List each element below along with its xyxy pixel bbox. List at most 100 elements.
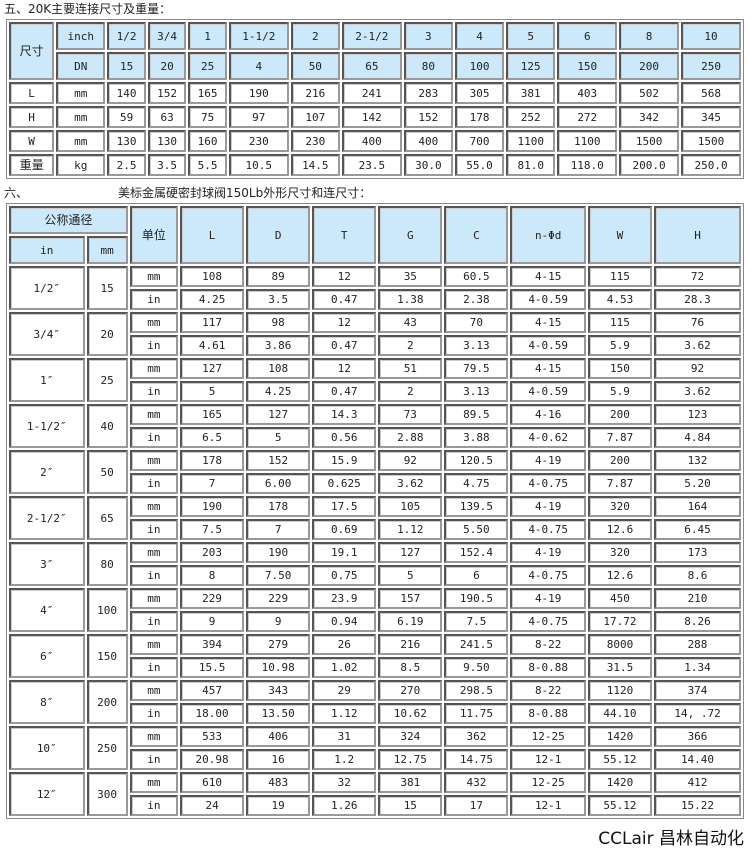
table-cell: 10.5 [228, 154, 289, 176]
table-cell: 6.45 [654, 519, 741, 540]
table-cell: 345 [681, 106, 741, 128]
table-cell: 17.72 [587, 611, 653, 632]
table-cell: 7.87 [587, 427, 653, 448]
table-cell: 75 [188, 106, 227, 128]
table-row: 4″ 100 mm 229 229 23.9 157 190.5 4-19 450 210 [9, 588, 741, 632]
table-cell: 8-0.88 [510, 657, 586, 678]
header-cell: 2 [290, 22, 340, 50]
table-cell: 4-19 [510, 496, 586, 517]
table-cell: 19 [246, 795, 311, 816]
table-cell: 4-0.59 [510, 381, 586, 402]
section5-title: 五、20K主要连接尺寸及重量： [4, 2, 172, 16]
table-cell: 366 [654, 726, 741, 747]
table-cell: 283 [403, 82, 453, 104]
size-mm: 15 [86, 266, 128, 310]
table-cell: 5.9 [587, 335, 653, 356]
table-cell: 13.50 [246, 703, 311, 724]
table-cell: 164 [654, 496, 741, 517]
header-row: 尺寸 inch 1/2 3/4 1 1-1/2 2 2-1/2 3 4 5 6 8 10 [9, 22, 741, 80]
table-cell: 92 [378, 450, 443, 471]
table-cell: 1500 [619, 130, 680, 152]
table-cell: 152 [403, 106, 453, 128]
table-cell: 190.5 [444, 588, 509, 609]
table-cell: 450 [587, 588, 653, 609]
table-row: 3″ 80 mm 203 190 19.1 127 152.4 4-19 320 173 [9, 542, 741, 586]
table-cell: 12-1 [510, 749, 586, 770]
header-cell: 3 [403, 22, 453, 50]
connection-size-weight-table: 尺寸 inch 1/2 3/4 1 1-1/2 2 2-1/2 3 4 5 6 8 10 DN 15 20 25 4… [6, 19, 744, 179]
table-cell: 7 [180, 473, 245, 494]
table-cell: 139.5 [444, 496, 509, 517]
table-cell: 127 [246, 404, 311, 425]
table-cell: 8.26 [654, 611, 741, 632]
row-unit: mm [129, 358, 179, 379]
table-cell: 118.0 [557, 154, 618, 176]
table-cell: 298.5 [444, 680, 509, 701]
table-row: 1-1/2″ 40 mm 165 127 14.3 73 89.5 4-16 200 123 [9, 404, 741, 448]
column-header: L [180, 206, 245, 264]
table-cell: 4-15 [510, 312, 586, 333]
row-unit: mm [129, 772, 179, 793]
row-unit: kg [56, 154, 106, 176]
table-cell: 23.9 [312, 588, 377, 609]
table-row: in 24 19 1.26 15 17 12-1 55.12 15.22 [9, 795, 741, 816]
table-cell: 178 [180, 450, 245, 471]
table-cell: 14, .72 [654, 703, 741, 724]
table-cell: 568 [681, 82, 741, 104]
row-unit: in [129, 519, 179, 540]
table-row: in 7 6.00 0.625 3.62 4.75 4-0.75 7.87 5.20 [9, 473, 741, 494]
header-cell: 100 [454, 52, 505, 80]
row-unit: in [129, 703, 179, 724]
table-cell: 7.87 [587, 473, 653, 494]
header-cell: 1-1/2 [228, 22, 289, 50]
table-cell: 230 [290, 130, 340, 152]
table-cell: 123 [654, 404, 741, 425]
header-cell: 150 [557, 52, 618, 80]
table-cell: 3.62 [654, 335, 741, 356]
row-unit: in [129, 427, 179, 448]
table-cell: 1.12 [378, 519, 443, 540]
table-cell: 2.38 [444, 289, 509, 310]
table-cell: 132 [654, 450, 741, 471]
table-cell: 10.62 [378, 703, 443, 724]
header-cell: 25 [188, 52, 227, 80]
row-unit: mm [129, 450, 179, 471]
table-cell: 12.75 [378, 749, 443, 770]
table-cell: 4.53 [587, 289, 653, 310]
table-cell: 157 [378, 588, 443, 609]
table-cell: 152.4 [444, 542, 509, 563]
row-unit: in [129, 657, 179, 678]
table-cell: 0.47 [312, 381, 377, 402]
size-mm: 65 [86, 496, 128, 540]
table-cell: 12 [312, 312, 377, 333]
table-cell: 105 [378, 496, 443, 517]
table-cell: 279 [246, 634, 311, 655]
table-row: in 18.00 13.50 1.12 10.62 11.75 8-0.88 44.10 14,… [9, 703, 741, 724]
table-row: 重量 kg 2.5 3.5 5.5 10.5 14.5 23.5 30.0 55.0 81.0 118… [9, 154, 741, 176]
table-cell: 7 [246, 519, 311, 540]
header-cell: 3/4 [147, 22, 187, 50]
row-name: L [9, 82, 55, 104]
row-unit: in [129, 381, 179, 402]
size-mm: 20 [86, 312, 128, 356]
table-cell: 229 [180, 588, 245, 609]
table-cell: 8000 [587, 634, 653, 655]
table-cell: 98 [246, 312, 311, 333]
table-cell: 1.2 [312, 749, 377, 770]
table-cell: 11.75 [444, 703, 509, 724]
table-cell: 3.62 [378, 473, 443, 494]
table-cell: 394 [180, 634, 245, 655]
table-cell: 4.75 [444, 473, 509, 494]
table-cell: 16 [246, 749, 311, 770]
table-row: 10″ 250 mm 533 406 31 324 362 12-25 1420 366 [9, 726, 741, 770]
size-inch: 1-1/2″ [9, 404, 85, 448]
table-cell: 20.98 [180, 749, 245, 770]
table-row: 2-1/2″ 65 mm 190 178 17.5 105 139.5 4-19 320 164 [9, 496, 741, 540]
table-cell: 4-0.62 [510, 427, 586, 448]
table-cell: 14.75 [444, 749, 509, 770]
header-cell: 15 [107, 52, 146, 80]
table-cell: 4-0.59 [510, 335, 586, 356]
table-cell: 502 [619, 82, 680, 104]
header-cell: 80 [403, 52, 453, 80]
